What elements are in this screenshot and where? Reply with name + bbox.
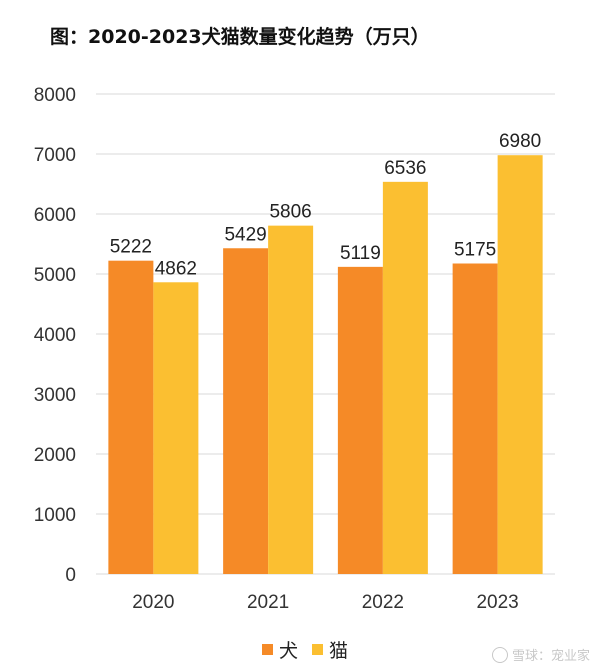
data-label-cat-2023: 6980: [499, 131, 541, 152]
bar-dog-2021: [223, 248, 269, 574]
bar-dog-2020: [108, 260, 154, 574]
x-axis: 2020 2021 2022 2023: [132, 592, 519, 613]
bar-cat-2021: [268, 225, 314, 574]
data-label-dog-2021: 5429: [224, 224, 266, 245]
y-tick-label: 6000: [34, 205, 76, 226]
legend-swatch-cat: [312, 644, 324, 655]
bar-cat-2023: [497, 155, 543, 574]
watermark: 雪球：宠业家: [491, 645, 590, 664]
snowball-logo-icon: [491, 646, 508, 663]
bar-cat-2020: [153, 282, 199, 574]
legend-label-dog: 犬: [279, 640, 299, 662]
y-tick-label: 3000: [34, 385, 76, 406]
x-tick-label: 2023: [476, 592, 518, 613]
y-tick-label: 2000: [34, 445, 76, 466]
data-label-cat-2020: 4862: [155, 258, 197, 279]
y-tick-label: 8000: [34, 85, 76, 106]
x-tick-label: 2021: [247, 592, 289, 613]
legend-item-dog: 犬: [262, 636, 298, 663]
y-tick-label: 1000: [34, 505, 76, 526]
y-axis: 0 1000 2000 3000 4000 5000 6000 7000 8000: [34, 85, 76, 586]
legend: 犬 猫: [262, 636, 362, 663]
y-tick-label: 0: [65, 565, 76, 586]
bar-dog-2023: [452, 263, 498, 574]
y-tick-label: 4000: [34, 325, 76, 346]
x-tick-label: 2020: [132, 592, 174, 613]
data-label-dog-2020: 5222: [110, 237, 152, 258]
y-tick-label: 7000: [34, 145, 76, 166]
watermark-text: 雪球：宠业家: [511, 649, 590, 664]
data-label-dog-2022: 5119: [340, 243, 381, 264]
legend-swatch-dog: [262, 644, 273, 655]
legend-label-cat: 猫: [329, 640, 349, 662]
x-tick-label: 2022: [362, 592, 404, 613]
data-label-dog-2023: 5175: [454, 240, 496, 261]
data-label-cat-2021: 5806: [269, 202, 311, 223]
legend-item-cat: 猫: [312, 636, 348, 663]
bar-dog-2022: [337, 266, 383, 574]
data-label-cat-2022: 6536: [384, 158, 426, 179]
bars: [108, 155, 543, 574]
chart-title: 图：2020-2023犬猫数量变化趋势（万只）: [50, 26, 430, 48]
bar-cat-2022: [382, 181, 428, 574]
y-tick-label: 5000: [34, 265, 76, 286]
